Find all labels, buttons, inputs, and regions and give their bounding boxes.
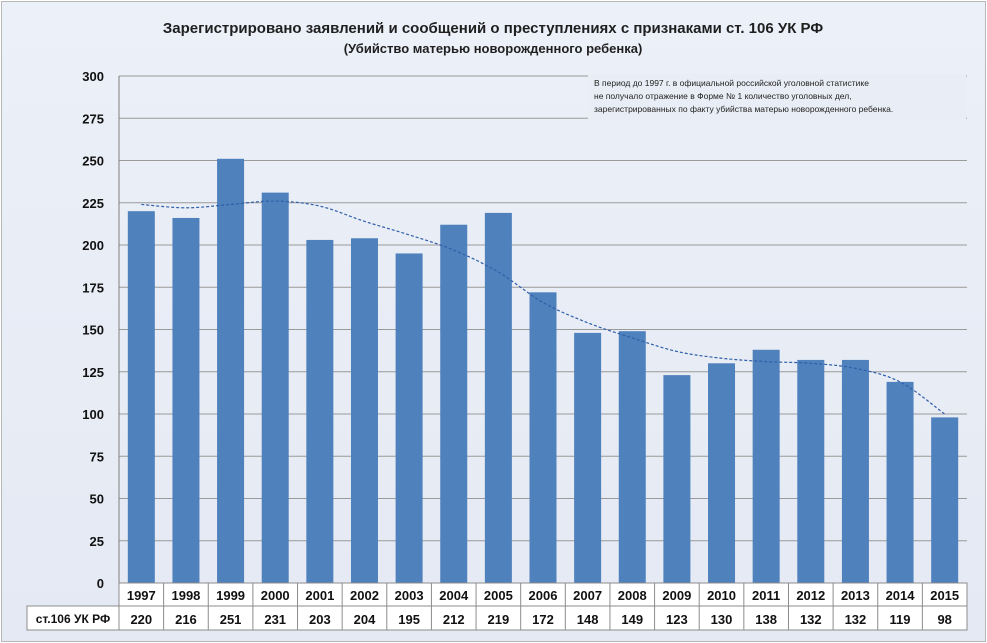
annotation-box: [588, 74, 966, 120]
y-tick-label: 100: [82, 407, 104, 422]
y-tick-label: 175: [82, 280, 104, 295]
data-label: 148: [577, 612, 599, 627]
x-tick-label: 1997: [127, 588, 156, 603]
bar-2010: [708, 363, 736, 583]
x-tick-label: 2004: [439, 588, 469, 603]
x-tick-label: 2008: [618, 588, 647, 603]
bar-2002: [350, 238, 378, 584]
bar-1999: [217, 158, 245, 583]
bar-2011: [752, 349, 780, 583]
bar-2009: [663, 375, 691, 583]
y-tick-label: 200: [82, 238, 104, 253]
chart-subtitle: (Убийство матерью новорожденного ребенка…: [344, 41, 643, 56]
bar-2000: [261, 192, 289, 584]
bar-2015: [931, 417, 959, 583]
bar-2005: [484, 212, 512, 583]
x-tick-label: 2009: [662, 588, 691, 603]
series-label: ст.106 УК РФ: [36, 612, 110, 626]
bar-2013: [841, 359, 869, 583]
x-tick-label: 2015: [930, 588, 959, 603]
y-tick-label: 225: [82, 196, 104, 211]
trendline: [141, 200, 946, 415]
x-tick-label: 2003: [395, 588, 424, 603]
x-tick-label: 1999: [216, 588, 245, 603]
data-label: 212: [443, 612, 465, 627]
data-label: 119: [890, 612, 911, 627]
y-tick-label: 125: [82, 365, 104, 380]
data-label: 231: [264, 612, 286, 627]
x-tick-label: 2010: [707, 588, 736, 603]
y-tick-label: 250: [82, 154, 104, 169]
data-label: 149: [621, 612, 643, 627]
x-tick-label: 2013: [841, 588, 870, 603]
y-tick-label: 0: [97, 576, 104, 591]
table-value-row: [26, 605, 968, 631]
bar-2007: [574, 332, 602, 583]
data-label: 216: [175, 612, 197, 627]
x-tick-label: 2002: [350, 588, 379, 603]
data-label: 220: [130, 612, 152, 627]
data-label: 130: [711, 612, 733, 627]
data-label: 138: [755, 612, 777, 627]
bar-1998: [172, 217, 200, 583]
y-tick-label: 25: [90, 534, 104, 549]
data-label: 195: [398, 612, 420, 627]
data-label: 219: [488, 612, 510, 627]
x-tick-label: 2000: [261, 588, 290, 603]
x-tick-label: 2001: [305, 588, 334, 603]
annotation-line: не получало отражение в Форме № 1 количе…: [594, 91, 852, 101]
data-label: 132: [800, 612, 822, 627]
bar-2004: [440, 224, 468, 583]
bar-2001: [306, 239, 334, 583]
data-label: 123: [666, 612, 688, 627]
bar-2006: [529, 292, 557, 583]
data-label: 98: [937, 612, 951, 627]
data-label: 251: [220, 612, 242, 627]
y-tick-label: 75: [90, 449, 104, 464]
data-label: 132: [845, 612, 867, 627]
annotation-line: В период до 1997 г. в официальной россий…: [594, 78, 869, 88]
data-label: 172: [532, 612, 554, 627]
data-label: 204: [354, 612, 376, 627]
bar-2014: [886, 381, 914, 583]
x-tick-label: 2012: [796, 588, 825, 603]
x-tick-label: 2005: [484, 588, 513, 603]
data-label: 203: [309, 612, 331, 627]
x-tick-label: 2011: [752, 588, 780, 603]
bar-1997: [127, 211, 155, 583]
y-tick-label: 50: [90, 492, 104, 507]
y-tick-label: 300: [82, 69, 104, 84]
chart-title: Зарегистрировано заявлений и сообщений о…: [163, 20, 823, 37]
annotation-line: зарегистрированных по факту убийства мат…: [594, 104, 893, 114]
bar-2003: [395, 253, 423, 583]
bar-2012: [797, 359, 825, 583]
x-tick-label: 1998: [171, 588, 200, 603]
x-tick-label: 2006: [529, 588, 558, 603]
bar-2008: [618, 331, 646, 583]
y-tick-label: 150: [82, 323, 104, 338]
y-tick-label: 275: [82, 111, 104, 126]
x-tick-label: 2014: [886, 588, 916, 603]
x-tick-label: 2007: [573, 588, 602, 603]
